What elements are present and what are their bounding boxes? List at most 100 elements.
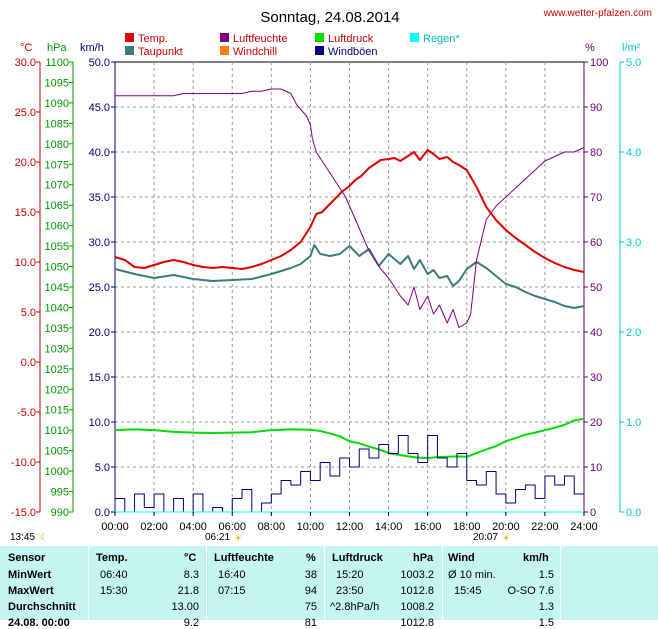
pressure_hpa-tick-label: 1075: [45, 159, 69, 171]
x-tick-label: 12:00: [336, 521, 364, 533]
wind-value: 1.5: [538, 569, 554, 581]
wind_kmh-tick-label: 30.0: [89, 237, 110, 249]
humidity_pct-tick-label: 30: [590, 372, 602, 384]
temp_c-tick-label: -5.0: [17, 407, 36, 419]
x-tick-label: 24:00: [570, 521, 598, 533]
x-tick-label: 08:00: [258, 521, 286, 533]
temp-value: 8.3: [183, 569, 199, 581]
rain_lm2-tick-label: 0.0: [626, 507, 641, 519]
humidity_pct-tick-label: 0: [590, 507, 596, 519]
header-sensor: Sensor: [8, 552, 46, 564]
x-tick-label: 02:00: [140, 521, 168, 533]
pressure_hpa-tick-label: 1035: [45, 323, 69, 335]
temp_c-tick-label: 10.0: [15, 257, 36, 269]
series-windb-en: [115, 435, 584, 513]
humidity-value: 38: [304, 569, 317, 581]
pressure_hpa-tick-label: 1095: [45, 77, 69, 89]
wind_kmh-tick-label: 15.0: [89, 372, 110, 384]
humidity-value: 81: [304, 617, 317, 629]
pressure_hpa-tick-label: 1015: [45, 405, 69, 417]
pressure_hpa-tick-label: 1005: [45, 446, 69, 458]
temp-time: 06:40: [100, 569, 128, 581]
humidity_pct-tick-label: 70: [590, 192, 602, 204]
pressure_hpa-tick-label: 1065: [45, 200, 69, 212]
wind_kmh-tick-label: 0.0: [95, 507, 110, 519]
row-label: MaxWert: [8, 585, 54, 597]
temp-value: 9.2: [183, 617, 199, 629]
humidity-value: 75: [304, 601, 317, 613]
row-label: MinWert: [8, 569, 52, 581]
humidity-value: 94: [304, 585, 317, 597]
pressure-time: 23:50: [336, 585, 364, 597]
rain_lm2-tick-label: 2.0: [626, 327, 641, 339]
humidity_pct-tick-label: 10: [590, 462, 602, 474]
x-tick-label: 20:00: [492, 521, 520, 533]
pressure_hpa-tick-label: 1080: [45, 139, 69, 151]
x-tick-label: 10:00: [297, 521, 325, 533]
wind-time: 15:45: [454, 585, 482, 597]
rain-axis-unit: l/m²: [622, 42, 641, 54]
chart-title: Sonntag, 24.08.2014: [260, 9, 399, 26]
wind_kmh-tick-label: 40.0: [89, 147, 110, 159]
legend-swatch: [125, 33, 134, 42]
pressure-axis-unit: hPa: [47, 42, 67, 54]
pressure_hpa-tick-label: 1020: [45, 384, 69, 396]
rain_lm2-tick-label: 5.0: [626, 57, 641, 69]
watermark: www.wetter-pfalzen.com: [543, 8, 652, 19]
temp_c-tick-label: 15.0: [15, 207, 36, 219]
pressure_hpa-tick-label: 1010: [45, 425, 69, 437]
pressure_hpa-tick-label: 995: [51, 487, 69, 499]
legend-swatch: [315, 46, 324, 55]
header-pressure-unit: hPa: [413, 552, 434, 564]
temp-axis-unit: °C: [20, 42, 32, 54]
header-temp-unit: °C: [184, 552, 197, 564]
wind-time: Ø 10 min.: [448, 569, 496, 581]
pressure_hpa-tick-label: 1000: [45, 466, 69, 478]
temp_c-tick-label: 0.0: [21, 357, 36, 369]
pressure_hpa-tick-label: 1100: [45, 57, 69, 69]
temp_c-tick-label: 5.0: [21, 307, 36, 319]
legend-swatch: [220, 46, 229, 55]
legend-label: Regen*: [423, 33, 460, 45]
series-temp-: [114, 149, 585, 273]
legend-label: Temp.: [138, 33, 168, 45]
wind_kmh-tick-label: 10.0: [89, 417, 110, 429]
x-tick-label: 16:00: [414, 521, 442, 533]
wind_kmh-tick-label: 5.0: [95, 462, 110, 474]
rain_lm2-tick-label: 1.0: [626, 417, 641, 429]
legend-label: Taupunkt: [138, 46, 183, 58]
pressure_hpa-tick-label: 1070: [45, 180, 69, 192]
moonset-time: 13:45: [10, 532, 35, 543]
humidity-time: 16:40: [218, 569, 246, 581]
legend-swatch: [220, 33, 229, 42]
wind_kmh-tick-label: 50.0: [89, 57, 110, 69]
wind_kmh-tick-label: 25.0: [89, 282, 110, 294]
legend-label: Windchill: [233, 46, 277, 58]
row-label: 24.08. 00:00: [8, 617, 70, 629]
pressure-value: 1012.8: [400, 617, 434, 629]
pressure_hpa-tick-label: 1050: [45, 262, 69, 274]
pressure_hpa-tick-label: 1025: [45, 364, 69, 376]
pressure_hpa-tick-label: 1085: [45, 118, 69, 130]
sunset-icon: ☀: [502, 534, 510, 544]
legend-swatch: [125, 46, 134, 55]
temp_c-tick-label: 20.0: [15, 157, 36, 169]
row-label: Durchschnitt: [8, 601, 76, 613]
pressure_hpa-tick-label: 1030: [45, 343, 69, 355]
pressure_hpa-tick-label: 1090: [45, 98, 69, 110]
pressure_hpa-tick-label: 1060: [45, 221, 69, 233]
wind_kmh-tick-label: 35.0: [89, 192, 110, 204]
humidity_pct-tick-label: 60: [590, 237, 602, 249]
pressure-value: 1003.2: [400, 569, 434, 581]
pressure_hpa-tick-label: 990: [51, 507, 69, 519]
rain_lm2-tick-label: 4.0: [626, 147, 641, 159]
x-tick-label: 18:00: [453, 521, 481, 533]
x-axis: 00:00 02:00 04:00 06:00 08:00 10:00 12:00 14:00…: [101, 512, 598, 533]
sunset-time: 20:07: [473, 532, 498, 543]
x-tick-label: 06:00: [218, 521, 246, 533]
legend-label: Luftdruck: [328, 33, 374, 45]
humidity-time: 07:15: [218, 585, 246, 597]
axes: 30.0 25.0 20.0 15.0 10.0 5.0 0.0 -5.0 -10.0 -15.0…: [11, 57, 641, 519]
humidity_pct-tick-label: 20: [590, 417, 602, 429]
temp_c-tick-label: 30.0: [15, 57, 36, 69]
